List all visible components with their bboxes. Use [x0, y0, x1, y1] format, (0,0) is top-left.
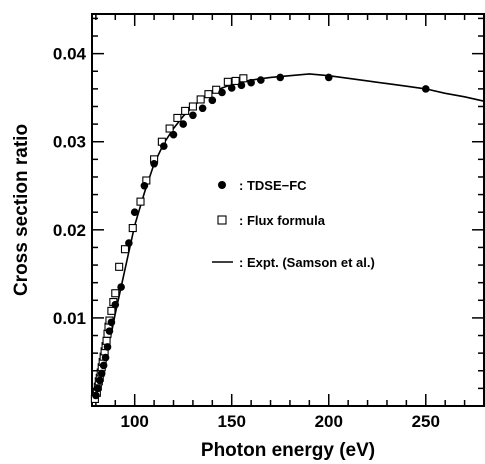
flux-point	[223, 77, 232, 86]
tdse-point	[160, 142, 168, 150]
tdse-point	[257, 76, 265, 84]
tdse-point	[97, 369, 106, 378]
flux-point	[204, 90, 213, 99]
flux-point	[181, 106, 190, 115]
flux-point	[173, 113, 182, 122]
flux-point	[196, 95, 205, 104]
flux-point	[136, 197, 145, 206]
tdse-point	[103, 343, 112, 351]
tdse-point	[189, 111, 197, 120]
flux-point	[120, 245, 130, 254]
tdse-point	[247, 78, 255, 87]
y-tick-label: 0.04	[53, 45, 87, 64]
y-axis-label: Cross section ratio	[11, 124, 32, 296]
x-tick-label: 200	[315, 412, 343, 431]
series-layer	[90, 73, 485, 404]
tdse-point	[130, 208, 139, 217]
legend-marker-circle	[218, 181, 226, 189]
legend-marker-square	[217, 215, 227, 225]
tdse-point	[99, 361, 108, 370]
tdse-point	[169, 130, 178, 139]
legend: : TDSE−FC : Flux formula : Expt. (Samson e…	[212, 178, 375, 270]
x-axis-label: Photon energy (eV)	[201, 440, 375, 461]
tdse-point	[198, 104, 207, 113]
tdse-point	[101, 353, 110, 362]
flux-point	[239, 74, 248, 83]
tdse-point	[107, 318, 116, 327]
tick-labels: 100 150 200 250 0.01 0.02 0.03 0.04	[53, 45, 440, 431]
tdse-point	[208, 96, 217, 105]
tdse-point	[421, 85, 430, 93]
legend-label: : TDSE−FC	[239, 178, 307, 193]
flux-point	[188, 102, 197, 111]
y-tick-label: 0.01	[53, 309, 86, 328]
legend-label: : Flux formula	[239, 213, 326, 228]
x-tick-label: 150	[218, 412, 246, 431]
tdse-point	[111, 300, 120, 309]
tdse-point	[218, 88, 226, 97]
flux-point	[115, 262, 124, 271]
axis-ticks	[92, 14, 485, 406]
tdse-point	[276, 73, 285, 82]
x-tick-label: 250	[412, 412, 440, 431]
tdse-point	[324, 73, 333, 82]
tdse-point	[237, 81, 246, 90]
tdse-point	[125, 239, 133, 247]
flux-point	[128, 224, 137, 233]
tdse-point	[227, 84, 236, 92]
tdse-point	[179, 120, 188, 128]
y-tick-label: 0.03	[53, 133, 86, 152]
tdse-point	[117, 283, 125, 291]
expt-line	[93, 73, 485, 402]
tdse-point	[105, 327, 114, 335]
x-tick-label: 100	[121, 412, 149, 431]
flux-point	[165, 124, 174, 133]
tdse-point	[92, 391, 100, 400]
flux-point	[102, 336, 111, 345]
plot-frame	[91, 13, 485, 407]
flux-point	[107, 306, 116, 315]
y-tick-label: 0.02	[53, 221, 86, 240]
flux-point	[231, 76, 240, 85]
tdse-point	[94, 384, 102, 393]
tdse-point	[95, 376, 104, 385]
tdse-point	[150, 159, 158, 168]
legend-label: : Expt. (Samson et al.)	[239, 255, 375, 270]
tdse-point	[140, 181, 149, 190]
flux-point	[111, 289, 120, 298]
